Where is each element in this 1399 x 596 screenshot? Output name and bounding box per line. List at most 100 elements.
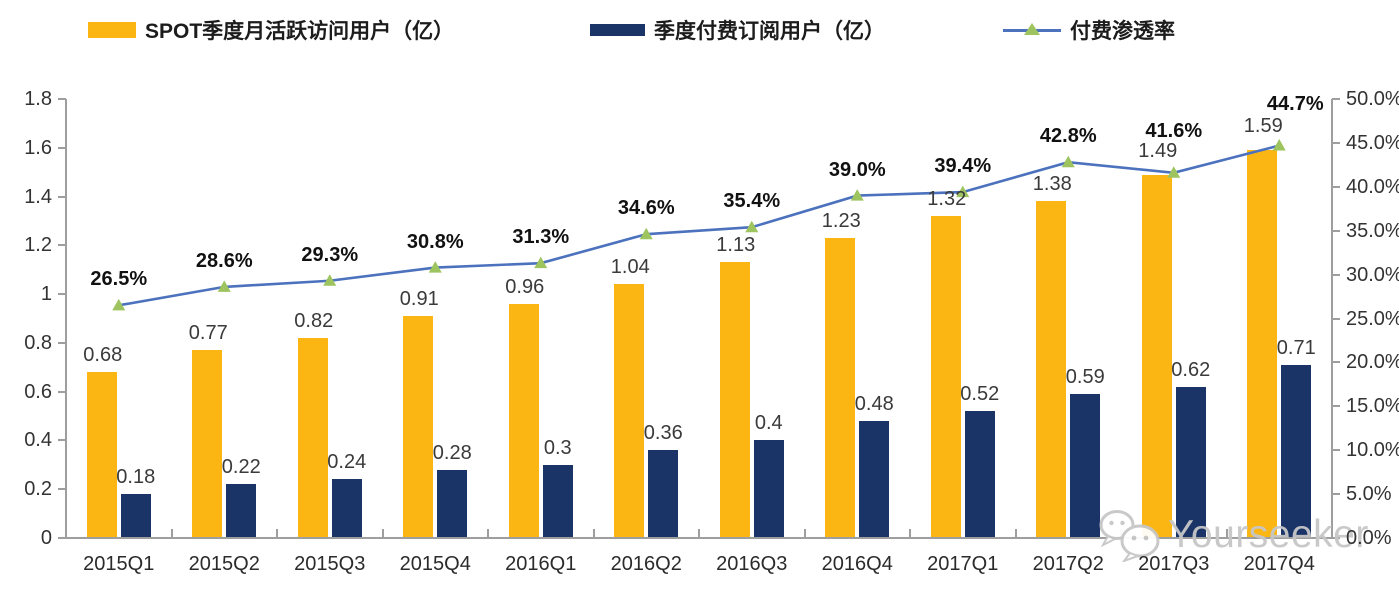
y-axis-right-tick-label: 15.0%	[1346, 395, 1399, 418]
subs-value-label: 0.18	[116, 466, 156, 489]
y-axis-left-tick-label: 0	[40, 527, 52, 549]
subs-bar	[1175, 386, 1206, 538]
y-axis-right-tick	[1332, 493, 1340, 496]
subs-bar	[542, 464, 573, 538]
mau-bar	[297, 338, 328, 538]
y-axis-left-tick-label: 1.2	[24, 234, 52, 257]
mau-bar	[192, 350, 223, 538]
mau-bar	[403, 316, 434, 538]
x-axis-tick	[381, 529, 384, 538]
y-axis-left-tick-label: 0.6	[24, 380, 52, 403]
mau-bar	[86, 372, 117, 538]
penetration-label: 42.8%	[1039, 125, 1097, 148]
penetration-label: 34.6%	[617, 197, 675, 220]
x-axis-label: 2016Q3	[716, 553, 788, 575]
mau-bar	[1141, 174, 1172, 538]
legend-item-mau: SPOT季度月活跃访问用户（亿）	[88, 14, 454, 46]
y-axis-left-tick-label: 1.6	[24, 136, 52, 159]
y-axis-left-tick	[58, 537, 66, 539]
penetration-label: 39.4%	[934, 155, 992, 178]
y-axis-left-tick	[58, 439, 66, 442]
y-axis-left-tick	[58, 341, 66, 344]
y-axis-right-tick-label: 30.0%	[1346, 263, 1399, 286]
mau-bar	[825, 238, 856, 538]
y-axis-left-tick-label: 0.4	[24, 429, 52, 452]
y-axis-left-tick	[58, 195, 66, 198]
x-axis-label: 2015Q4	[399, 553, 471, 575]
x-axis-label: 2015Q2	[188, 553, 260, 575]
penetration-legend-marker	[1003, 23, 1061, 37]
mau-value-label: 1.49	[1138, 139, 1178, 162]
y-axis-right-tick-label: 50.0%	[1346, 88, 1399, 110]
x-axis-tick	[170, 529, 173, 538]
x-axis-label: 2017Q2	[1032, 553, 1104, 575]
mau-bar	[1036, 201, 1067, 538]
triangle-marker-icon	[1024, 23, 1040, 35]
x-axis-line	[65, 537, 1333, 539]
subs-value-label: 0.62	[1171, 358, 1211, 381]
x-axis-label: 2016Q1	[505, 553, 577, 575]
subs-value-label: 0.24	[327, 451, 367, 474]
y-axis-right-tick	[1332, 98, 1340, 100]
y-axis-right-tick	[1332, 141, 1340, 144]
y-axis-left-tick-label: 0.8	[24, 331, 52, 354]
x-axis-tick	[65, 529, 67, 538]
y-axis-right-tick	[1332, 185, 1340, 188]
subs-legend-label: 季度付费订阅用户（亿）	[654, 20, 885, 43]
subs-value-label: 0.48	[854, 392, 894, 415]
triangle-marker	[1272, 139, 1286, 151]
mau-value-label: 0.68	[83, 344, 123, 367]
x-axis-label: 2015Q1	[83, 553, 155, 575]
x-axis-tick	[1331, 529, 1333, 538]
y-axis-left-tick	[58, 293, 66, 296]
y-axis-right-tick-label: 10.0%	[1346, 439, 1399, 462]
subs-bar	[1281, 364, 1312, 538]
subs-bar	[120, 494, 151, 538]
legend-item-penetration: 付费渗透率	[1003, 14, 1175, 46]
triangle-marker	[850, 189, 864, 201]
subs-bar	[648, 450, 679, 538]
subs-value-label: 0.59	[1065, 366, 1105, 389]
mau-bar	[719, 262, 750, 538]
triangle-marker	[112, 298, 126, 311]
y-axis-left-tick	[58, 488, 66, 491]
mau-legend-label: SPOT季度月活跃访问用户（亿）	[145, 20, 455, 43]
triangle-marker	[323, 274, 337, 286]
mau-value-label: 1.38	[1032, 173, 1072, 196]
triangle-marker	[534, 256, 548, 269]
y-axis-right-tick-label: 0.0%	[1346, 527, 1392, 549]
triangle-marker	[639, 227, 653, 240]
y-axis-right-tick-label: 25.0%	[1346, 307, 1399, 330]
mau-bar	[930, 216, 961, 538]
subs-bar	[964, 411, 995, 538]
mau-value-label: 0.91	[399, 288, 439, 311]
subs-bar	[331, 479, 362, 538]
penetration-label: 39.0%	[828, 158, 886, 181]
subs-value-label: 0.3	[543, 436, 572, 459]
y-axis-right-tick	[1332, 229, 1340, 232]
watermark-text: Yourseeker	[1168, 513, 1369, 556]
y-axis-right-tick	[1332, 449, 1340, 452]
mau-value-label: 1.32	[927, 188, 967, 211]
subs-value-label: 0.22	[221, 456, 261, 479]
penetration-line	[118, 144, 1280, 307]
x-axis-label: 2017Q1	[927, 553, 999, 575]
y-axis-right-tick	[1332, 273, 1340, 276]
triangle-marker	[745, 220, 759, 233]
mau-value-label: 0.82	[294, 310, 334, 332]
y-axis-left-tick	[58, 98, 66, 100]
x-axis-tick	[803, 529, 806, 538]
mau-bar	[508, 303, 539, 538]
x-axis-tick	[592, 529, 595, 538]
x-axis-label: 2015Q3	[294, 553, 366, 575]
mau-value-label: 1.13	[716, 234, 756, 257]
x-axis-label: 2017Q3	[1138, 553, 1210, 575]
y-axis-left-tick	[58, 244, 66, 247]
y-axis-right-tick	[1332, 317, 1340, 320]
mau-value-label: 1.04	[610, 256, 650, 279]
subs-bar	[226, 484, 257, 538]
subs-value-label: 0.4	[754, 412, 783, 435]
mau-legend-swatch	[88, 22, 136, 38]
mau-value-label: 1.59	[1243, 115, 1283, 138]
